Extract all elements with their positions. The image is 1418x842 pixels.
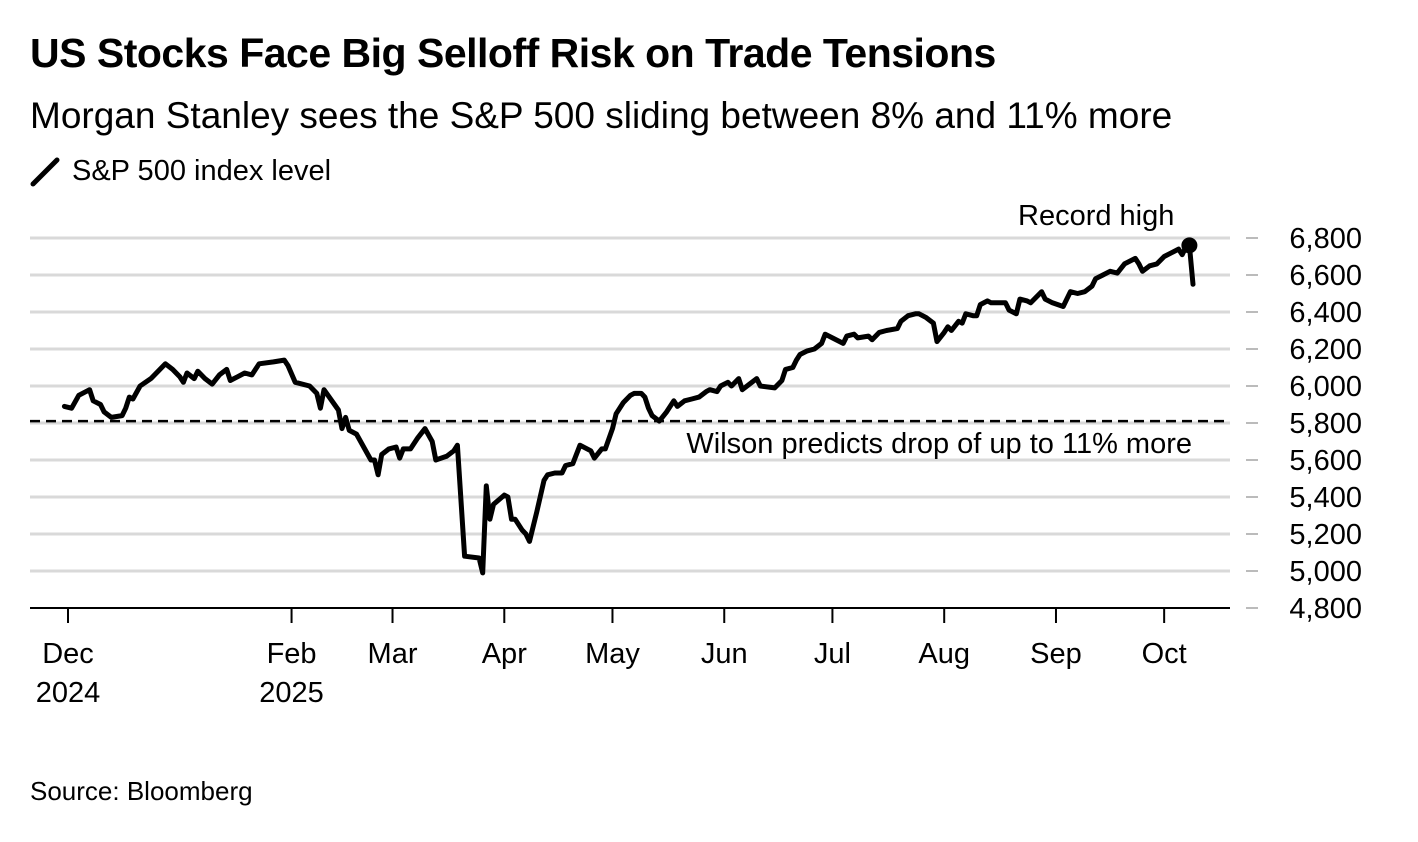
annotations: Record high — [1018, 200, 1198, 254]
x-tick-year-2024: 2024 — [36, 677, 101, 709]
x-tick-label-jul: Jul — [814, 638, 851, 670]
y-tick-label-6400: 6,400 — [1289, 297, 1362, 329]
legend-label: S&P 500 index level — [72, 155, 332, 187]
sp500-series-line — [61, 242, 1196, 576]
x-tick-label-feb: Feb — [267, 638, 317, 670]
y-tick-label-6200: 6,200 — [1289, 334, 1362, 366]
x-tick-label-apr: Apr — [482, 638, 527, 670]
y-tick-label-5800: 5,800 — [1289, 408, 1362, 440]
x-tick-label-mar: Mar — [368, 638, 418, 670]
gridlines — [30, 236, 1230, 573]
x-tick-label-jun: Jun — [701, 638, 748, 670]
legend-line-icon — [30, 157, 60, 186]
series-layer — [61, 242, 1196, 576]
x-tick-label-dec: Dec — [42, 638, 94, 670]
x-tick-year-2025: 2025 — [259, 677, 324, 709]
y-tick-label-5400: 5,400 — [1289, 482, 1362, 514]
wilson-reference: Wilson predicts drop of up to 11% more — [30, 419, 1230, 460]
x-tick-label-may: May — [585, 638, 640, 670]
x-axis: Dec 2024 Feb 2025 Mar Apr May Jun Jul Aug Sep Oct — [30, 607, 1230, 709]
y-tick-label-6000: 6,000 — [1289, 371, 1362, 403]
x-tick-label-aug: Aug — [918, 638, 970, 670]
y-tick-label-4800: 4,800 — [1289, 593, 1362, 625]
source-note: Source: Bloomberg — [30, 776, 253, 806]
y-tick-label-6600: 6,600 — [1289, 260, 1362, 292]
y-tick-label-5600: 5,600 — [1289, 445, 1362, 477]
y-tick-label-5200: 5,200 — [1289, 519, 1362, 551]
y-axis-labels: 6,800 6,600 6,400 6,200 6,000 5,800 5,600 5,400… — [1246, 223, 1362, 625]
wilson-annotation-label: Wilson predicts drop of up to 11% more — [686, 428, 1192, 460]
record-high-marker — [1181, 237, 1198, 254]
x-tick-label-sep: Sep — [1030, 638, 1082, 670]
chart-title: US Stocks Face Big Selloff Risk on Trade… — [30, 30, 996, 76]
x-tick-label-oct: Oct — [1142, 638, 1187, 670]
legend: S&P 500 index level — [30, 155, 331, 188]
y-tick-label-5000: 5,000 — [1289, 556, 1362, 588]
y-tick-label-6800: 6,800 — [1289, 223, 1362, 255]
record-high-label: Record high — [1018, 200, 1174, 232]
chart-subtitle: Morgan Stanley sees the S&P 500 sliding … — [30, 95, 1173, 136]
